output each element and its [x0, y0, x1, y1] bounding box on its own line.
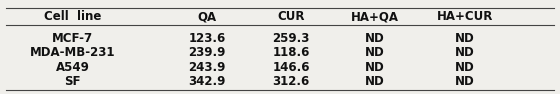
Text: A549: A549	[56, 61, 90, 74]
Text: ND: ND	[365, 46, 385, 59]
Text: MCF-7: MCF-7	[52, 32, 94, 45]
Text: SF: SF	[64, 75, 81, 88]
Text: ND: ND	[455, 46, 475, 59]
Text: ND: ND	[455, 32, 475, 45]
Text: 123.6: 123.6	[189, 32, 226, 45]
Text: 243.9: 243.9	[189, 61, 226, 74]
Text: Cell  line: Cell line	[44, 10, 101, 23]
Text: ND: ND	[455, 75, 475, 88]
Text: QA: QA	[198, 10, 217, 23]
Text: ND: ND	[455, 61, 475, 74]
Text: 312.6: 312.6	[273, 75, 310, 88]
Text: HA+QA: HA+QA	[351, 10, 399, 23]
Text: ND: ND	[365, 32, 385, 45]
Text: HA+CUR: HA+CUR	[437, 10, 493, 23]
Text: 146.6: 146.6	[273, 61, 310, 74]
Text: ND: ND	[365, 61, 385, 74]
Text: ND: ND	[365, 75, 385, 88]
Text: 259.3: 259.3	[273, 32, 310, 45]
Text: 239.9: 239.9	[189, 46, 226, 59]
Text: 118.6: 118.6	[273, 46, 310, 59]
Text: CUR: CUR	[277, 10, 305, 23]
Text: MDA-MB-231: MDA-MB-231	[30, 46, 115, 59]
Text: 342.9: 342.9	[189, 75, 226, 88]
